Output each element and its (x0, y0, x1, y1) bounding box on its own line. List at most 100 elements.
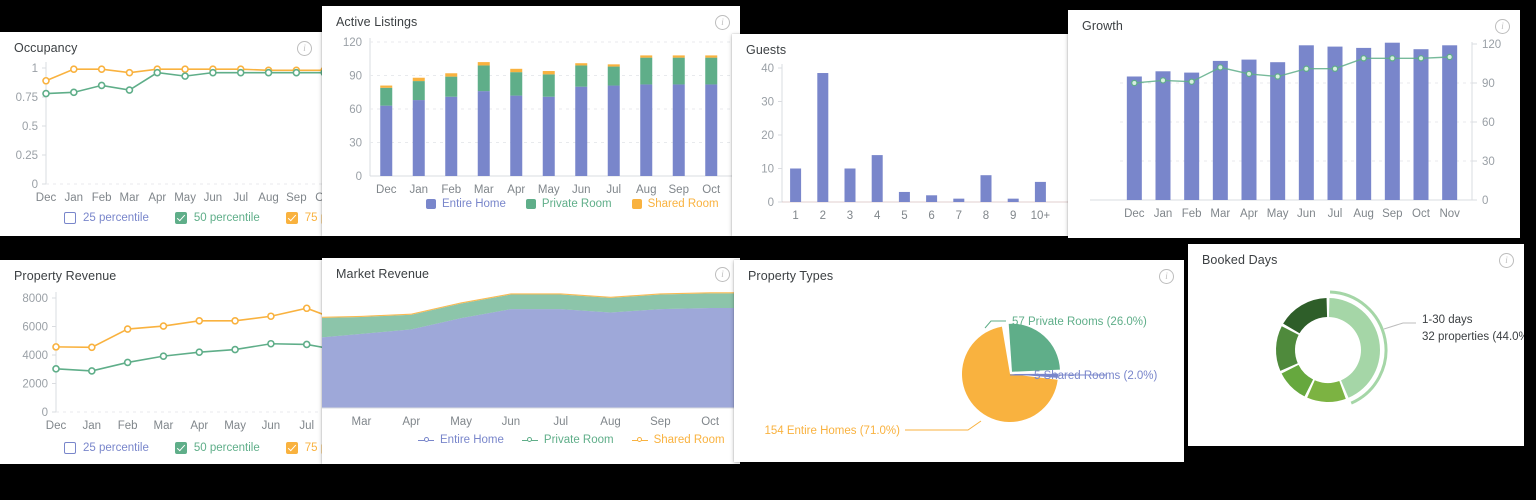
bar[interactable] (1442, 45, 1458, 200)
donut-slice[interactable] (1276, 326, 1299, 371)
data-point[interactable] (1303, 65, 1310, 72)
data-point[interactable] (159, 322, 168, 330)
bar[interactable] (1126, 76, 1142, 201)
donut-slice[interactable] (1283, 298, 1328, 334)
bar[interactable] (790, 168, 802, 203)
bar-segment[interactable] (640, 84, 653, 176)
data-point[interactable] (195, 316, 204, 325)
data-point[interactable] (236, 68, 245, 77)
bar[interactable] (871, 155, 883, 202)
data-point[interactable] (42, 76, 50, 85)
legend-item[interactable]: Private Room (525, 198, 612, 210)
pie-slice[interactable] (1008, 323, 1060, 372)
bar-segment[interactable] (445, 73, 458, 77)
area-series[interactable] (322, 307, 740, 408)
bar-segment[interactable] (510, 68, 523, 73)
data-point[interactable] (123, 358, 132, 367)
data-point[interactable] (1389, 55, 1396, 62)
data-point[interactable] (1274, 73, 1281, 80)
legend-item[interactable]: Shared Room (631, 198, 719, 210)
bar[interactable] (1384, 42, 1400, 201)
bar-segment[interactable] (640, 55, 653, 58)
bar[interactable] (1413, 49, 1429, 201)
legend-checkbox-icon[interactable] (285, 212, 298, 224)
bar[interactable] (1327, 46, 1343, 200)
data-point[interactable] (70, 88, 78, 97)
bar[interactable] (1155, 71, 1171, 200)
bar[interactable] (1241, 59, 1257, 200)
bar[interactable] (817, 73, 829, 203)
data-point[interactable] (231, 316, 239, 325)
data-point[interactable] (267, 339, 275, 348)
donut-slice[interactable] (1328, 298, 1380, 398)
bar-segment[interactable] (672, 55, 685, 58)
bar[interactable] (1007, 198, 1019, 202)
data-point[interactable] (267, 312, 275, 321)
data-point[interactable] (52, 365, 60, 373)
bar-segment[interactable] (705, 57, 718, 85)
bar-segment[interactable] (412, 100, 425, 176)
data-point[interactable] (209, 68, 217, 77)
donut-slice[interactable] (1307, 380, 1346, 402)
legend-item[interactable]: 50 percentile (174, 212, 260, 224)
data-point[interactable] (320, 69, 322, 76)
bar[interactable] (1298, 45, 1314, 200)
data-point[interactable] (1331, 65, 1339, 72)
legend-checkbox-icon[interactable] (174, 212, 187, 224)
area-series[interactable] (322, 293, 740, 345)
legend-checkbox-icon[interactable] (64, 212, 76, 224)
bar-segment[interactable] (607, 64, 620, 67)
info-icon[interactable]: i (715, 267, 730, 282)
data-point[interactable] (123, 325, 132, 333)
bar[interactable] (1270, 62, 1286, 201)
legend-checkbox-icon[interactable] (174, 442, 187, 454)
info-icon[interactable]: i (1159, 269, 1174, 284)
data-point[interactable] (1131, 79, 1138, 87)
bar-segment[interactable] (607, 85, 620, 176)
data-point[interactable] (264, 68, 273, 77)
bar[interactable] (926, 195, 938, 202)
data-point[interactable] (159, 352, 168, 360)
info-icon[interactable]: i (715, 15, 730, 30)
bar-segment[interactable] (672, 57, 685, 85)
bar-segment[interactable] (705, 84, 718, 176)
data-point[interactable] (42, 89, 50, 98)
bar-segment[interactable] (380, 87, 393, 106)
bar-segment[interactable] (380, 105, 393, 176)
data-point[interactable] (125, 86, 134, 94)
data-point[interactable] (1217, 64, 1224, 71)
bar-segment[interactable] (412, 77, 425, 82)
bar-segment[interactable] (542, 71, 555, 75)
bar[interactable] (1034, 181, 1046, 202)
bar-segment[interactable] (477, 62, 490, 66)
info-icon[interactable]: i (1499, 253, 1514, 268)
bar[interactable] (1212, 60, 1228, 201)
bar-segment[interactable] (510, 95, 523, 176)
bar[interactable] (1184, 72, 1200, 200)
data-point[interactable] (125, 68, 134, 77)
legend-item[interactable]: Entire Home (426, 198, 506, 210)
bar-segment[interactable] (412, 81, 425, 101)
bar-segment[interactable] (575, 65, 588, 87)
data-point[interactable] (1245, 70, 1253, 78)
bar-segment[interactable] (510, 72, 523, 96)
bar-segment[interactable] (445, 96, 458, 176)
data-point[interactable] (181, 65, 189, 73)
bar-segment[interactable] (542, 74, 555, 97)
donut-slice[interactable] (1281, 364, 1314, 397)
bar-segment[interactable] (477, 65, 490, 92)
pie-slice[interactable] (962, 326, 1058, 422)
data-point[interactable] (302, 340, 311, 349)
bar[interactable] (844, 168, 856, 203)
bar-segment[interactable] (477, 91, 490, 176)
data-point[interactable] (1417, 55, 1425, 62)
bar-segment[interactable] (607, 66, 620, 86)
legend-checkbox-icon[interactable] (285, 442, 298, 454)
data-point[interactable] (181, 72, 189, 80)
legend-item[interactable]: Shared Room (631, 434, 725, 446)
data-point[interactable] (292, 68, 301, 77)
data-point[interactable] (97, 65, 106, 73)
info-icon[interactable]: i (1495, 19, 1510, 34)
data-point[interactable] (231, 345, 239, 354)
data-point[interactable] (1159, 77, 1167, 84)
